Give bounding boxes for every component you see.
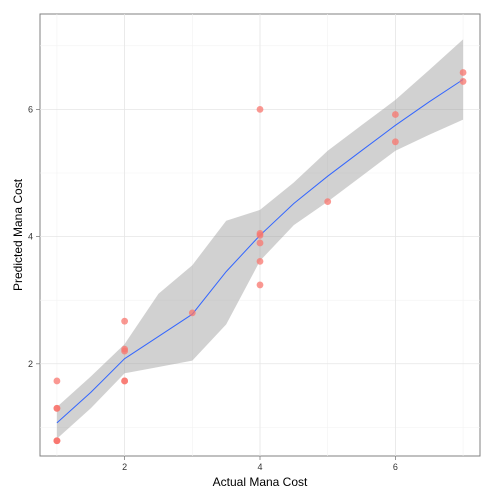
confidence-band-area bbox=[56, 39, 464, 439]
data-point bbox=[256, 257, 264, 265]
x-axis-title: Actual Mana Cost bbox=[213, 475, 308, 489]
data-point bbox=[53, 437, 61, 445]
y-tick-label: 2 bbox=[28, 359, 33, 369]
data-point bbox=[53, 404, 61, 412]
data-point bbox=[391, 111, 399, 118]
y-tick-labels: 2 4 6 bbox=[28, 104, 33, 368]
data-point bbox=[324, 198, 332, 206]
data-point bbox=[256, 105, 264, 113]
x-tick-labels: 2 4 6 bbox=[122, 462, 398, 472]
x-tick-label: 4 bbox=[257, 462, 262, 472]
data-point bbox=[121, 347, 129, 355]
data-points bbox=[53, 69, 467, 445]
y-tick-label: 4 bbox=[28, 232, 33, 242]
data-point bbox=[459, 78, 467, 85]
y-tick-label: 6 bbox=[28, 104, 33, 114]
confidence-band bbox=[56, 39, 464, 439]
x-tick-label: 2 bbox=[122, 462, 127, 472]
data-point bbox=[188, 309, 196, 317]
data-point bbox=[53, 377, 61, 385]
data-point bbox=[459, 69, 467, 76]
data-point bbox=[256, 281, 264, 289]
data-point bbox=[121, 317, 129, 325]
data-point bbox=[256, 239, 264, 247]
axis-ticks bbox=[36, 108, 396, 460]
data-point bbox=[391, 138, 399, 146]
y-axis-title: Predicted Mana Cost bbox=[11, 178, 25, 291]
data-point bbox=[256, 231, 264, 239]
x-tick-label: 6 bbox=[393, 462, 398, 472]
data-point bbox=[121, 377, 129, 385]
